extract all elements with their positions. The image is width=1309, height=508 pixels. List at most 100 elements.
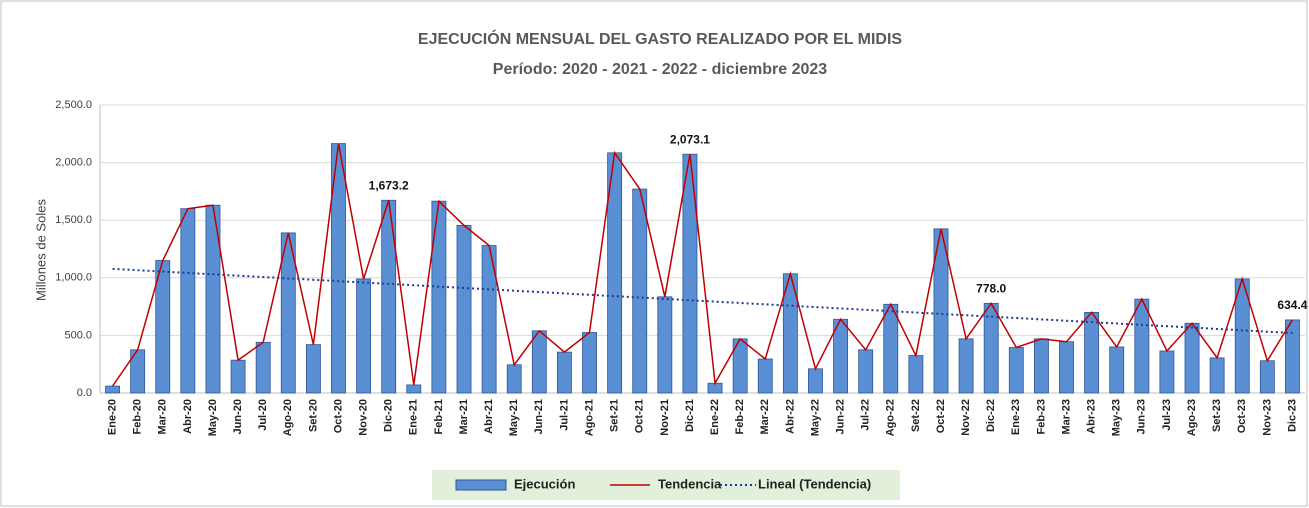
bar bbox=[431, 200, 447, 394]
x-tick-label: Set-21 bbox=[609, 399, 621, 432]
legend-label: Lineal (Tendencia) bbox=[758, 476, 871, 491]
x-tick-label: Feb-20 bbox=[132, 399, 144, 434]
bar bbox=[1159, 350, 1175, 394]
x-tick-label: Dic-22 bbox=[985, 399, 997, 432]
x-tick-label: Oct-23 bbox=[1236, 399, 1248, 433]
bar bbox=[632, 188, 648, 394]
x-tick-label: Jul-20 bbox=[257, 399, 269, 431]
x-tick-label: Dic-20 bbox=[383, 399, 395, 432]
chart-title: EJECUCIÓN MENSUAL DEL GASTO REALIZADO PO… bbox=[418, 29, 903, 48]
bar bbox=[105, 385, 120, 394]
x-tick-label: Mar-23 bbox=[1060, 399, 1072, 434]
x-tick-label: Jun-20 bbox=[232, 399, 244, 434]
bar bbox=[757, 358, 773, 394]
x-tick-label: Mar-21 bbox=[458, 399, 470, 434]
y-tick-label: 1,000.0 bbox=[55, 272, 92, 284]
trend-line bbox=[112, 267, 1293, 335]
x-tick-label: Jun-21 bbox=[533, 399, 545, 434]
x-tick-label: Nov-23 bbox=[1261, 399, 1273, 436]
x-tick-label: Oct-22 bbox=[935, 399, 947, 433]
bar bbox=[1209, 357, 1225, 394]
x-tick-label: Feb-22 bbox=[734, 399, 746, 434]
x-tick-label: Ago-23 bbox=[1186, 399, 1198, 436]
bar bbox=[858, 349, 874, 394]
bar bbox=[406, 384, 422, 394]
x-tick-label: Jul-22 bbox=[860, 399, 872, 431]
bar bbox=[506, 364, 522, 394]
bar bbox=[1259, 360, 1275, 394]
legend-box bbox=[432, 470, 900, 500]
bar bbox=[908, 355, 924, 394]
bar bbox=[657, 296, 673, 394]
x-tick-label: Jun-22 bbox=[834, 399, 846, 434]
bar bbox=[180, 208, 196, 394]
legend-label: Ejecución bbox=[514, 476, 575, 491]
bar bbox=[556, 351, 572, 394]
bar bbox=[1184, 322, 1200, 394]
x-tick-label: Ago-22 bbox=[885, 399, 897, 436]
x-tick-label: Mar-22 bbox=[759, 399, 771, 434]
x-tick-label: Nov-22 bbox=[960, 399, 972, 436]
x-tick-label: Dic-21 bbox=[684, 399, 696, 432]
bar bbox=[531, 330, 547, 394]
bar bbox=[582, 332, 597, 394]
x-tick-label: Ago-20 bbox=[282, 399, 294, 436]
bar bbox=[456, 224, 472, 394]
x-tick-label: Set-20 bbox=[307, 399, 319, 432]
bar bbox=[381, 199, 397, 394]
bar bbox=[682, 153, 698, 394]
legend-swatch bbox=[455, 479, 507, 491]
x-tick-label: Oct-21 bbox=[634, 399, 646, 433]
x-tick-label: Ago-21 bbox=[583, 399, 595, 436]
line bbox=[111, 143, 1294, 387]
y-tick-label: 1,500.0 bbox=[55, 214, 92, 226]
x-tick-label: Set-23 bbox=[1211, 399, 1223, 432]
bar bbox=[1084, 311, 1100, 394]
bar bbox=[1059, 341, 1074, 394]
x-tick-label: May-21 bbox=[508, 399, 520, 436]
x-tick-label: Ene-20 bbox=[106, 399, 118, 435]
bar bbox=[1008, 347, 1024, 394]
x-tick-label: Ene-21 bbox=[408, 399, 420, 435]
chart-subtitle: Período: 2020 - 2021 - 2022 - diciembre … bbox=[493, 61, 828, 78]
x-tick-label: Dic-23 bbox=[1286, 399, 1298, 432]
x-tick-label: May-22 bbox=[809, 399, 821, 436]
x-tick-label: Feb-23 bbox=[1035, 399, 1047, 434]
bar bbox=[230, 359, 246, 394]
x-tick-label: Mar-20 bbox=[157, 399, 169, 434]
data-label: 2,073.1 bbox=[670, 132, 710, 146]
y-tick-label: 2,500.0 bbox=[55, 99, 92, 111]
x-tick-label: May-20 bbox=[207, 399, 219, 436]
x-tick-label: Jul-21 bbox=[558, 399, 570, 431]
data-label: 778.0 bbox=[976, 282, 1006, 296]
x-tick-label: Ene-23 bbox=[1010, 399, 1022, 435]
x-tick-label: Nov-20 bbox=[358, 399, 370, 436]
x-tick-label: Abr-22 bbox=[784, 399, 796, 434]
y-tick-label: 0.0 bbox=[77, 387, 92, 399]
x-tick-label: Abr-20 bbox=[182, 399, 194, 434]
y-tick-label: 2,000.0 bbox=[55, 157, 92, 169]
bar bbox=[255, 341, 271, 394]
bar bbox=[1109, 346, 1125, 394]
x-tick-label: Nov-21 bbox=[659, 399, 671, 436]
bar bbox=[1285, 319, 1300, 394]
data-label: 634.4 bbox=[1277, 298, 1307, 312]
x-tick-label: Set-22 bbox=[910, 399, 922, 432]
x-tick-label: Jul-23 bbox=[1161, 399, 1173, 431]
x-tick-label: Abr-23 bbox=[1086, 399, 1098, 434]
data-label: 1,673.2 bbox=[369, 178, 409, 192]
bar bbox=[356, 278, 372, 394]
bar bbox=[958, 338, 974, 394]
x-tick-label: Jun-23 bbox=[1136, 399, 1148, 434]
x-tick-label: May-23 bbox=[1111, 399, 1123, 436]
y-axis-label: Millones de Soles bbox=[33, 199, 48, 301]
bar bbox=[1033, 338, 1049, 394]
bar bbox=[1134, 298, 1150, 394]
y-tick-label: 500.0 bbox=[64, 329, 92, 341]
bar bbox=[305, 344, 321, 394]
x-tick-label: Feb-21 bbox=[433, 399, 445, 434]
bar bbox=[808, 368, 823, 394]
bar bbox=[883, 303, 899, 394]
x-tick-label: Abr-21 bbox=[483, 399, 495, 434]
